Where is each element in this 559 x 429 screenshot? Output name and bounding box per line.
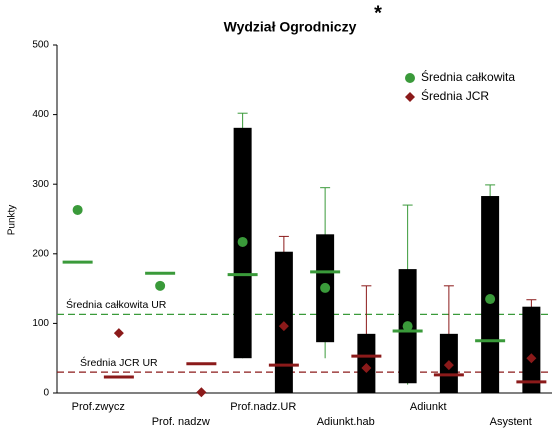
x-tick-label: Asystent bbox=[490, 416, 532, 428]
x-tick-label: Adiunkt bbox=[410, 401, 447, 413]
mean-marker bbox=[155, 280, 166, 291]
reference-label: Średnia JCR UR bbox=[80, 356, 158, 369]
annotation: * bbox=[374, 2, 382, 24]
legend-label: Średnia JCR bbox=[421, 88, 489, 103]
y-axis-label: Punkty bbox=[7, 205, 18, 236]
chart-title: Wydział Ogrodniczy bbox=[224, 19, 357, 35]
mean-marker bbox=[196, 387, 207, 398]
y-tick-label: 500 bbox=[32, 40, 49, 51]
mean-marker bbox=[72, 204, 83, 215]
x-tick-label: Prof.nadz.UR bbox=[230, 401, 296, 413]
mean-marker bbox=[320, 282, 331, 293]
legend-marker bbox=[405, 73, 415, 83]
legend-marker bbox=[405, 92, 415, 102]
mean-marker bbox=[526, 353, 537, 364]
y-tick-label: 0 bbox=[43, 388, 49, 399]
mean-marker bbox=[113, 328, 124, 339]
box bbox=[522, 306, 541, 393]
y-tick-label: 300 bbox=[32, 179, 49, 190]
y-tick-label: 100 bbox=[32, 318, 49, 329]
mean-marker bbox=[443, 360, 454, 371]
mean-marker bbox=[278, 321, 289, 332]
mean-marker bbox=[402, 321, 413, 332]
mean-marker bbox=[361, 362, 372, 373]
x-tick-label: Prof. nadzw bbox=[152, 416, 210, 428]
mean-marker bbox=[485, 294, 496, 305]
x-tick-label: Prof.zwycz bbox=[72, 401, 125, 413]
mean-marker bbox=[237, 236, 248, 247]
legend-label: Średnia całkowita bbox=[421, 69, 515, 84]
y-tick-label: 400 bbox=[32, 109, 49, 120]
reference-label: Średnia całkowita UR bbox=[66, 298, 167, 311]
y-tick-label: 200 bbox=[32, 248, 49, 259]
x-tick-label: Adiunkt.hab bbox=[317, 416, 375, 428]
